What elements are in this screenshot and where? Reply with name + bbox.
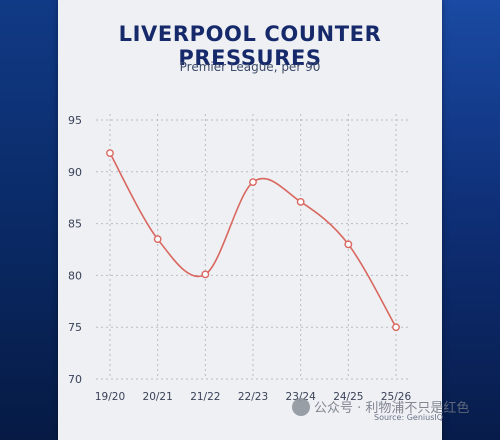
y-tick-label: 70 xyxy=(68,373,82,386)
background-left-panel xyxy=(0,0,60,440)
chart-subtitle: Premier League, per 90 xyxy=(179,60,321,74)
chart-card xyxy=(58,0,442,440)
y-tick-label: 90 xyxy=(68,166,82,179)
x-tick-label: 22/23 xyxy=(238,391,268,403)
data-point xyxy=(392,323,400,332)
data-points xyxy=(106,149,400,332)
data-point xyxy=(344,240,353,249)
wechat-icon xyxy=(292,397,310,416)
watermark: 公众号 · 利物浦不只是红色 xyxy=(292,397,469,416)
x-tick-label: 23/24 xyxy=(286,391,317,403)
grid-layer xyxy=(96,114,410,380)
y-tick-label: 80 xyxy=(68,269,82,282)
x-tick-label: 21/22 xyxy=(190,391,220,403)
x-axis-ticks: 19/20 20/21 21/22 22/23 23/24 24/25 25/26 xyxy=(95,391,412,403)
data-point xyxy=(249,178,257,187)
data-point xyxy=(106,149,114,158)
background-right-panel xyxy=(440,0,500,440)
data-point xyxy=(153,235,162,244)
y-tick-label: 85 xyxy=(68,218,82,231)
data-point xyxy=(201,270,210,279)
source-note: Source: GeniusIQ xyxy=(374,413,444,422)
x-tick-label: 20/21 xyxy=(143,391,173,403)
watermark-text: 公众号 · 利物浦不只是红色 xyxy=(314,401,470,416)
y-tick-label: 95 xyxy=(68,114,82,127)
x-tick-label: 25/26 xyxy=(381,391,412,403)
y-tick-label: 75 xyxy=(68,321,82,334)
x-tick-label: 24/25 xyxy=(333,391,363,403)
x-tick-label: 19/20 xyxy=(95,391,125,403)
data-point xyxy=(296,197,305,206)
chart-title: LIVERPOOL COUNTER PRESSURES xyxy=(118,22,382,70)
y-axis-ticks: 70 75 80 85 90 95 xyxy=(68,114,82,386)
